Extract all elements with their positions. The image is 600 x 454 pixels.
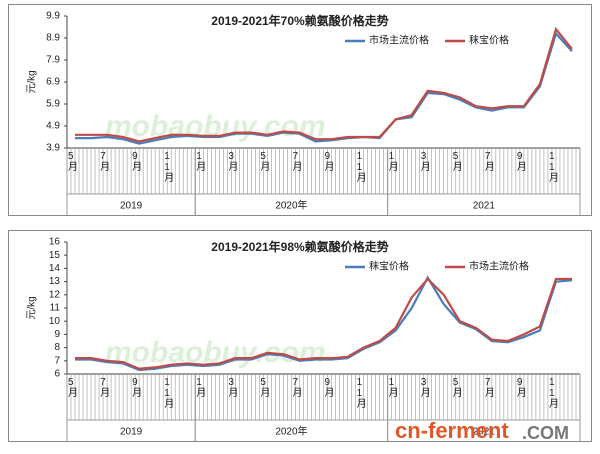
y-tick-label: 4.9: [46, 121, 60, 132]
y-tick-label: 7.9: [46, 55, 60, 66]
chart-title: 2019-2021年98%赖氨酸价格走势: [211, 239, 388, 254]
legend-label: 秣宝价格: [469, 34, 509, 47]
y-tick-label: 12: [49, 289, 61, 300]
y-tick-label: 15: [49, 250, 61, 261]
y-tick-label: 8.9: [46, 33, 60, 44]
y-axis-label: 元/kg: [27, 296, 38, 319]
y-tick-label: 7: [54, 355, 60, 366]
y-tick-label: 8: [54, 342, 60, 353]
y-tick-label: 6.9: [46, 77, 60, 88]
year-label: 2021: [473, 427, 496, 438]
y-axis-label: 元/kg: [27, 70, 38, 93]
year-label: 2020年: [275, 425, 307, 438]
year-label: 2020年: [275, 199, 307, 212]
chart-title: 2019-2021年70%赖氨酸价格走势: [211, 13, 388, 28]
legend-label: 市场主流价格: [369, 34, 429, 47]
legend-label: 秣宝价格: [369, 260, 409, 273]
y-tick-label: 9: [54, 329, 60, 340]
y-tick-label: 9.9: [46, 11, 60, 22]
y-tick-label: 13: [49, 276, 61, 287]
year-label: 2019: [120, 427, 143, 438]
y-tick-label: 5.9: [46, 99, 60, 110]
y-tick-label: 3.9: [46, 143, 60, 154]
y-tick-label: 10: [49, 316, 61, 327]
series-line: [75, 277, 572, 370]
site-logo: cn-ferment: [395, 418, 509, 443]
year-label: 2019: [120, 201, 143, 212]
series-line: [75, 31, 573, 145]
y-tick-label: 11: [50, 303, 61, 314]
y-tick-label: 16: [49, 237, 61, 248]
chart-frame: [8, 230, 592, 442]
y-tick-label: 6: [54, 369, 60, 380]
series-line: [75, 26, 573, 143]
year-label: 2021: [473, 201, 496, 212]
y-tick-label: 14: [49, 263, 61, 274]
site-logo-suffix: .COM: [522, 423, 569, 443]
legend-label: 市场主流价格: [469, 260, 529, 273]
